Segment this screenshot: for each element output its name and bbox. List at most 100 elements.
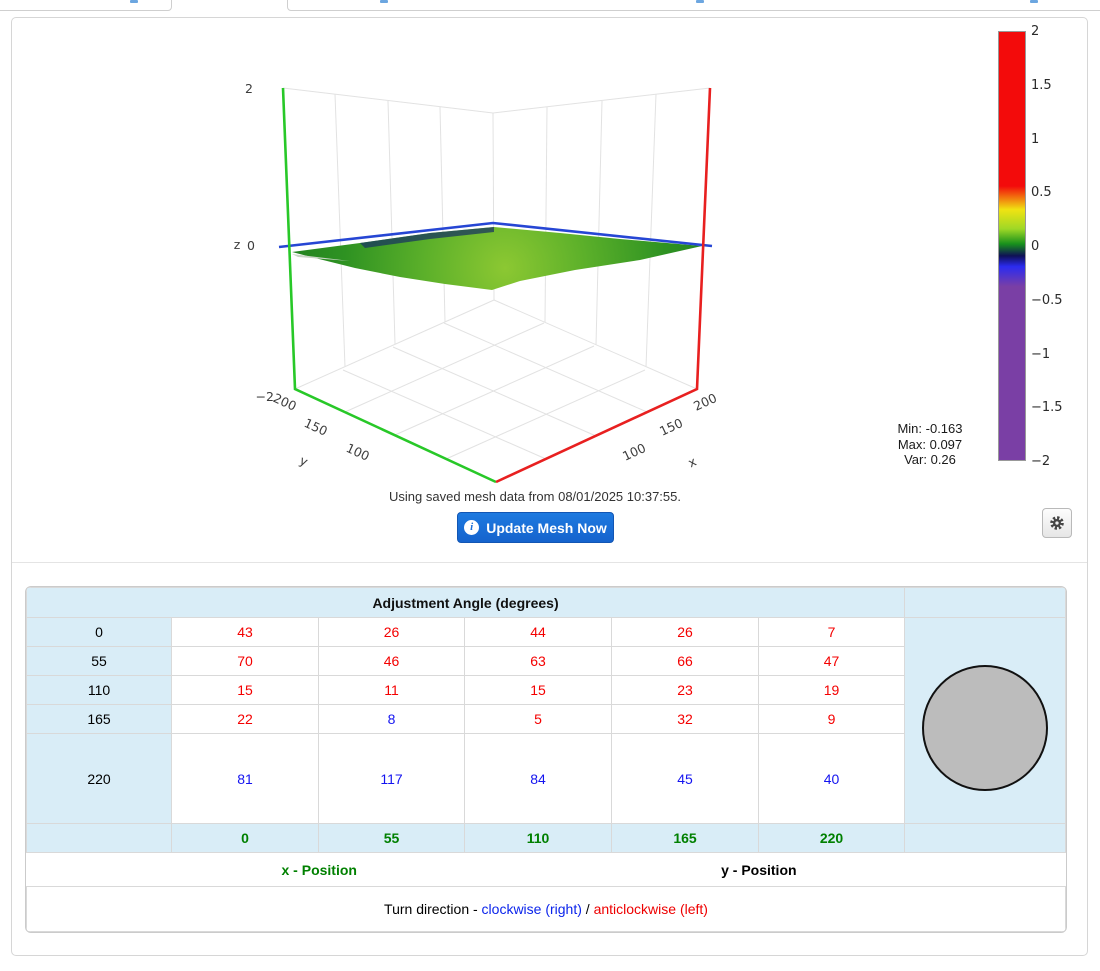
colorbar-tick-label: −1.5 xyxy=(1031,400,1063,416)
x-axis-header: 220 xyxy=(757,823,906,853)
y-tick-label: 200 xyxy=(271,390,299,414)
x-tick-label: 150 xyxy=(657,415,685,439)
y-position-label: y - Position xyxy=(721,861,797,878)
x-tick-label: 200 xyxy=(691,390,719,414)
y-tick-label: 150 xyxy=(302,415,330,439)
x-axis-title: x xyxy=(686,454,699,471)
colorbar-tick-label: −1 xyxy=(1031,346,1051,362)
adjustment-angle-table: Adjustment Angle (degrees) 0 43 26 44 26 7 55 7… xyxy=(25,586,1067,933)
mesh-stats: Min: -0.163 Max: 0.097 Var: 0.26 xyxy=(880,421,980,468)
x-axis-header: 0 xyxy=(171,823,319,853)
colorbar-tick-label: −2 xyxy=(1031,454,1051,469)
colorbar-tick-label: 0 xyxy=(1031,239,1040,254)
colorbar-ticks: 2 1.5 1 0.5 0 −0.5 −1 −1.5 −2 xyxy=(1031,24,1071,469)
x-axis-header: 165 xyxy=(611,823,759,853)
tab-text-sliver xyxy=(696,0,704,3)
table-row: 165 22 8 5 32 9 xyxy=(26,704,1066,734)
position-label-row: x - Position y - Position xyxy=(26,852,1066,887)
x-axis-line xyxy=(495,87,712,484)
angle-value-cell: 40 xyxy=(757,733,906,824)
colorbar-tick-label: 2 xyxy=(1031,24,1040,39)
z-tick-label: −2 xyxy=(256,389,274,404)
table-row: 55 70 46 63 66 47 xyxy=(26,646,1066,676)
axis-blank-cell xyxy=(26,823,172,853)
z-tick-label: 0 xyxy=(247,238,255,253)
table-corner-cell xyxy=(904,587,1066,618)
info-icon: i xyxy=(464,520,480,535)
section-divider xyxy=(12,562,1087,563)
angle-value-cell: 63 xyxy=(464,646,612,676)
turn-direction-separator: / xyxy=(581,901,594,917)
x-axis-header: 110 xyxy=(464,823,612,853)
angle-value-cell: 11 xyxy=(318,675,465,705)
angle-value-cell: 117 xyxy=(318,733,465,824)
angle-value-cell: 84 xyxy=(464,733,612,824)
y-axis-row-label: 110 xyxy=(26,675,172,705)
angle-value-cell: 22 xyxy=(171,704,319,734)
angle-value-cell: 45 xyxy=(611,733,759,824)
z-zero-line xyxy=(278,221,713,249)
stat-max: Max: 0.097 xyxy=(897,436,963,452)
y-axis-row-label: 165 xyxy=(26,704,172,734)
table-row: 110 15 11 15 23 19 xyxy=(26,675,1066,705)
angle-value-cell: 32 xyxy=(611,704,759,734)
angle-value-cell: 23 xyxy=(611,675,759,705)
angle-value-cell: 5 xyxy=(464,704,612,734)
tab-fragment-left[interactable] xyxy=(0,0,172,11)
stat-min: Min: -0.163 xyxy=(897,421,963,436)
angle-value-cell: 19 xyxy=(757,675,906,705)
angle-value-cell: 47 xyxy=(757,646,906,676)
table-row: 0 43 26 44 26 7 xyxy=(26,617,1066,824)
angle-value-cell: 66 xyxy=(611,646,759,676)
y-axis-row-label: 220 xyxy=(26,733,172,824)
angle-value-cell: 9 xyxy=(757,704,906,734)
update-mesh-button[interactable]: i Update Mesh Now xyxy=(457,512,614,543)
tab-fragment-right[interactable] xyxy=(287,0,1100,11)
colorbar-tick-label: 0.5 xyxy=(1031,185,1052,201)
gear-icon xyxy=(1050,516,1064,530)
settings-button[interactable] xyxy=(1042,508,1072,538)
colorbar xyxy=(998,31,1026,461)
colorbar-tick-label: −0.5 xyxy=(1031,292,1063,308)
y-axis-row-label: 55 xyxy=(26,646,172,676)
y-axis-title: y xyxy=(297,453,311,470)
table-title: Adjustment Angle (degrees) xyxy=(26,587,906,618)
tab-text-sliver xyxy=(1030,0,1038,3)
x-tick-label: 100 xyxy=(620,440,648,464)
surface-plot-3d[interactable]: 2 0 −2 z 200 150 100 y 200 150 100 x xyxy=(225,50,785,490)
angle-value-cell: 15 xyxy=(464,675,612,705)
update-mesh-button-label: Update Mesh Now xyxy=(486,519,607,536)
y-axis-row-label: 0 xyxy=(26,617,172,647)
angle-value-cell: 8 xyxy=(318,704,465,734)
turn-direction-prefix: Turn direction - xyxy=(384,901,482,917)
angle-value-cell: 81 xyxy=(171,733,319,824)
y-tick-label: 100 xyxy=(344,440,372,464)
x-position-label: x - Position xyxy=(281,861,357,878)
x-axis-header: 55 xyxy=(318,823,465,853)
stat-var: Var: 0.26 xyxy=(904,452,956,467)
angle-value-cell: 70 xyxy=(171,646,319,676)
angle-value-cell: 46 xyxy=(318,646,465,676)
mesh-status-text: Using saved mesh data from 08/01/2025 10… xyxy=(389,489,681,504)
angle-value-cell: 26 xyxy=(611,617,759,647)
z-tick-label: 2 xyxy=(245,81,253,96)
angle-value-cell: 26 xyxy=(318,617,465,647)
turn-anticlockwise-label: anticlockwise (left) xyxy=(593,901,708,917)
y-axis-line xyxy=(281,87,497,484)
angle-value-cell: 44 xyxy=(464,617,612,647)
tab-text-sliver xyxy=(380,0,388,3)
mesh-surface xyxy=(292,227,702,290)
colorbar-tick-label: 1.5 xyxy=(1031,77,1052,93)
turn-clockwise-label: clockwise (right) xyxy=(481,901,582,917)
angle-value-cell: 43 xyxy=(171,617,319,647)
tab-text-sliver xyxy=(130,0,138,3)
turn-direction-row: Turn direction - clockwise (right) / ant… xyxy=(26,886,1066,932)
colorbar-tick-label: 1 xyxy=(1031,131,1040,147)
indicator-cell xyxy=(904,617,1066,824)
position-indicator-circle xyxy=(922,665,1049,791)
z-axis-title: z xyxy=(234,237,241,252)
axis-blank-cell xyxy=(904,823,1066,853)
angle-value-cell: 15 xyxy=(171,675,319,705)
table-row: 220 81 117 84 45 40 xyxy=(26,733,1066,824)
